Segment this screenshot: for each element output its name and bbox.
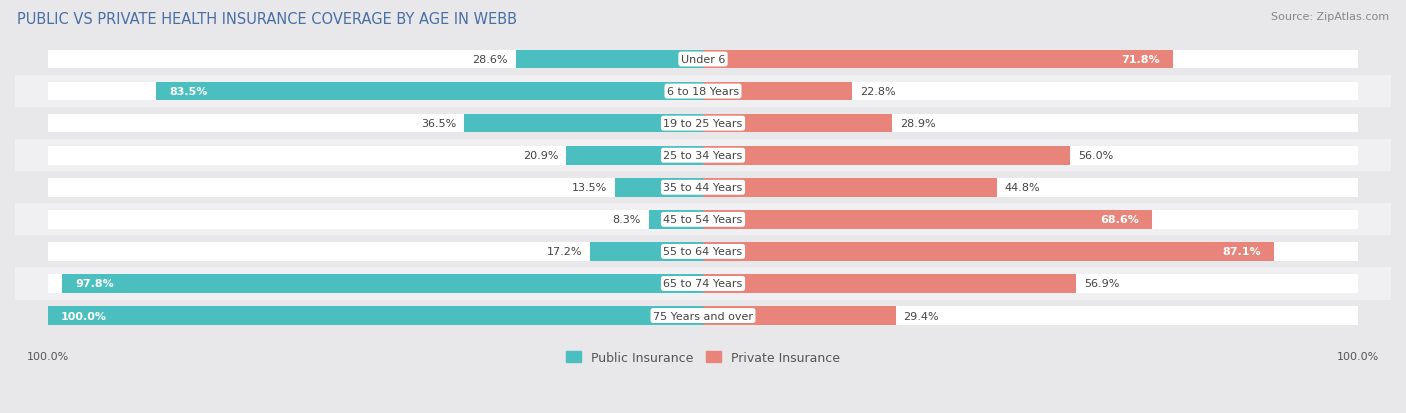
Text: 71.8%: 71.8% bbox=[1122, 55, 1160, 65]
Text: 87.1%: 87.1% bbox=[1222, 247, 1261, 257]
Bar bbox=[48, 211, 703, 229]
Bar bbox=[703, 275, 1358, 293]
Bar bbox=[614, 178, 703, 197]
Text: Source: ZipAtlas.com: Source: ZipAtlas.com bbox=[1271, 12, 1389, 22]
Text: 97.8%: 97.8% bbox=[76, 279, 114, 289]
Text: 56.0%: 56.0% bbox=[1078, 151, 1114, 161]
Bar bbox=[48, 83, 703, 101]
Bar bbox=[15, 140, 1391, 172]
Bar bbox=[15, 108, 1391, 140]
Bar bbox=[62, 275, 703, 293]
Bar bbox=[703, 83, 852, 101]
Bar bbox=[15, 204, 1391, 236]
Bar bbox=[703, 275, 1076, 293]
Bar bbox=[15, 236, 1391, 268]
Text: 36.5%: 36.5% bbox=[420, 119, 456, 129]
Bar bbox=[567, 147, 703, 165]
Bar bbox=[703, 147, 1070, 165]
Bar bbox=[703, 50, 1358, 69]
Text: Under 6: Under 6 bbox=[681, 55, 725, 65]
Bar bbox=[591, 242, 703, 261]
Text: 6 to 18 Years: 6 to 18 Years bbox=[666, 87, 740, 97]
Bar bbox=[703, 306, 1358, 325]
Text: PUBLIC VS PRIVATE HEALTH INSURANCE COVERAGE BY AGE IN WEBB: PUBLIC VS PRIVATE HEALTH INSURANCE COVER… bbox=[17, 12, 517, 27]
Text: 22.8%: 22.8% bbox=[860, 87, 896, 97]
Text: 56.9%: 56.9% bbox=[1084, 279, 1119, 289]
Text: 19 to 25 Years: 19 to 25 Years bbox=[664, 119, 742, 129]
Bar bbox=[703, 114, 893, 133]
Bar bbox=[703, 211, 1358, 229]
Bar bbox=[703, 242, 1274, 261]
Bar bbox=[48, 147, 703, 165]
Text: 28.9%: 28.9% bbox=[900, 119, 936, 129]
Bar bbox=[156, 83, 703, 101]
Bar bbox=[703, 178, 1358, 197]
Bar bbox=[15, 76, 1391, 108]
Text: 28.6%: 28.6% bbox=[472, 55, 508, 65]
Text: 75 Years and over: 75 Years and over bbox=[652, 311, 754, 321]
Bar bbox=[15, 172, 1391, 204]
Bar bbox=[15, 268, 1391, 300]
Text: 25 to 34 Years: 25 to 34 Years bbox=[664, 151, 742, 161]
Text: 17.2%: 17.2% bbox=[547, 247, 582, 257]
Text: 29.4%: 29.4% bbox=[904, 311, 939, 321]
Bar bbox=[703, 83, 1358, 101]
Bar bbox=[703, 306, 896, 325]
Text: 65 to 74 Years: 65 to 74 Years bbox=[664, 279, 742, 289]
Text: 68.6%: 68.6% bbox=[1101, 215, 1139, 225]
Text: 44.8%: 44.8% bbox=[1004, 183, 1040, 193]
Bar bbox=[516, 50, 703, 69]
Bar bbox=[703, 50, 1174, 69]
Bar bbox=[48, 178, 703, 197]
Bar bbox=[15, 44, 1391, 76]
Bar bbox=[703, 178, 997, 197]
Text: 100.0%: 100.0% bbox=[27, 351, 69, 361]
Bar bbox=[48, 306, 703, 325]
Bar bbox=[48, 306, 703, 325]
Bar bbox=[703, 114, 1358, 133]
Bar bbox=[48, 275, 703, 293]
Text: 20.9%: 20.9% bbox=[523, 151, 558, 161]
Bar bbox=[48, 114, 703, 133]
Bar bbox=[703, 242, 1358, 261]
Text: 35 to 44 Years: 35 to 44 Years bbox=[664, 183, 742, 193]
Text: 83.5%: 83.5% bbox=[169, 87, 207, 97]
Bar bbox=[15, 300, 1391, 332]
Bar bbox=[703, 147, 1358, 165]
Text: 13.5%: 13.5% bbox=[571, 183, 606, 193]
Bar bbox=[48, 242, 703, 261]
Text: 45 to 54 Years: 45 to 54 Years bbox=[664, 215, 742, 225]
Bar bbox=[648, 211, 703, 229]
Bar bbox=[48, 50, 703, 69]
Text: 8.3%: 8.3% bbox=[613, 215, 641, 225]
Text: 100.0%: 100.0% bbox=[60, 311, 107, 321]
Bar bbox=[703, 211, 1153, 229]
Text: 55 to 64 Years: 55 to 64 Years bbox=[664, 247, 742, 257]
Text: 100.0%: 100.0% bbox=[1337, 351, 1379, 361]
Bar bbox=[464, 114, 703, 133]
Legend: Public Insurance, Private Insurance: Public Insurance, Private Insurance bbox=[561, 346, 845, 369]
